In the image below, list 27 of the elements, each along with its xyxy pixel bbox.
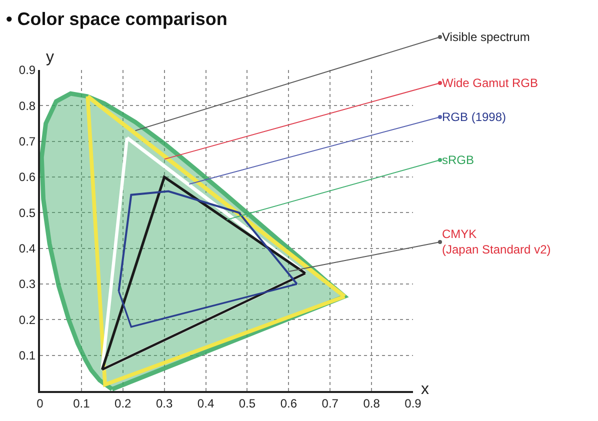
chart-title: • Color space comparison [6, 9, 228, 30]
annotation: Visible spectrum [442, 30, 530, 44]
x-tick-label: 0.3 [156, 396, 173, 410]
annotation: sRGB [442, 153, 474, 167]
x-tick-label: 0.7 [322, 396, 339, 410]
y-tick-label: 0.7 [18, 134, 36, 149]
annotation: CMYK (Japan Standard v2) [442, 227, 551, 257]
y-tick-label: 0.4 [18, 242, 36, 256]
y-tick-label: 0.9 [18, 63, 36, 78]
y-tick-label: 0.6 [18, 170, 36, 184]
y-tick-label: 0.2 [18, 312, 36, 327]
x-tick-label: 0.6 [280, 396, 298, 410]
x-tick-label: 0.1 [73, 396, 90, 410]
x-tick-label: 0 [36, 396, 44, 410]
y-tick-label: 0.1 [18, 348, 36, 363]
x-tick-label: 0.8 [363, 396, 380, 410]
annotation: Wide Gamut RGB [442, 76, 538, 90]
annotation: RGB (1998) [442, 110, 506, 124]
x-tick-label: 0.5 [238, 396, 256, 410]
y-tick-label: 0.8 [18, 98, 36, 113]
x-tick-label: 0.2 [114, 396, 132, 410]
y-axis-title: y [46, 49, 54, 66]
y-tick-label: 0.3 [18, 277, 36, 292]
x-tick-label: 0.9 [404, 396, 422, 410]
x-axis-title: x [421, 381, 429, 398]
x-tick-label: 0.4 [197, 396, 214, 410]
y-tick-label: 0.5 [18, 206, 36, 220]
